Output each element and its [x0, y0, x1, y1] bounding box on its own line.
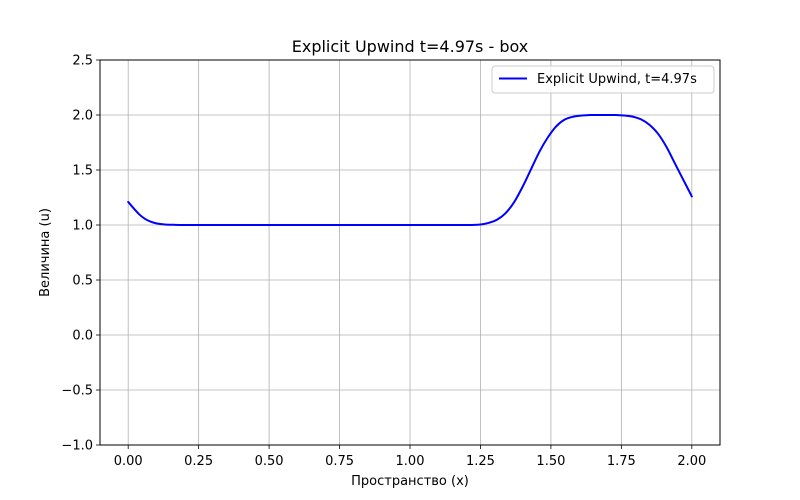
- x-tick-label: 0.75: [325, 454, 354, 469]
- y-tick-label: −1.0: [61, 439, 93, 454]
- x-tick-label: 1.75: [607, 454, 636, 469]
- x-tick-label: 1.00: [396, 454, 425, 469]
- x-tick-label: 2.00: [677, 454, 706, 469]
- y-tick-label: 1.0: [72, 219, 93, 234]
- y-tick-label: −0.5: [61, 384, 93, 399]
- x-axis-label: Пространство (x): [351, 474, 469, 489]
- x-tick-label: 0.25: [184, 454, 213, 469]
- y-tick-label: 2.5: [72, 54, 93, 69]
- x-axis-ticks: 0.00 0.25 0.50 0.75 1.00 1.25 1.50 1.75 2.00: [114, 445, 706, 469]
- x-tick-label: 0.50: [255, 454, 284, 469]
- series-layer: [127, 113, 693, 227]
- y-tick-label: 1.5: [72, 164, 93, 179]
- y-tick-label: 0.0: [72, 329, 93, 344]
- x-tick-label: 1.50: [536, 454, 565, 469]
- y-tick-label: 0.5: [72, 274, 93, 289]
- x-tick-label: 1.25: [466, 454, 495, 469]
- y-axis-label: Величина (u): [38, 208, 53, 297]
- legend: Explicit Upwind, t=4.97s: [491, 65, 715, 94]
- y-tick-label: 2.0: [72, 109, 93, 124]
- legend-box: [491, 65, 715, 94]
- y-axis-ticks: −1.0 −0.5 0.0 0.5 1.0 1.5 2.0 2.5: [61, 54, 100, 454]
- series-line: [127, 113, 693, 227]
- x-tick-label: 0.00: [114, 454, 143, 469]
- chart-title: Explicit Upwind t=4.97s - box: [292, 37, 529, 56]
- legend-label: Explicit Upwind, t=4.97s: [537, 72, 697, 87]
